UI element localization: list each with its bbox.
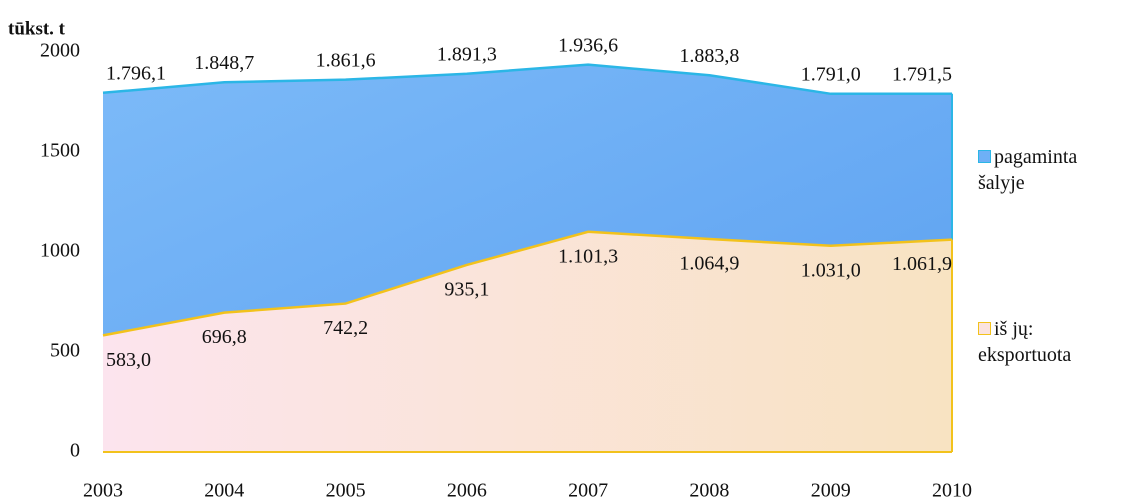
- legend-label: pagaminta šalyje: [978, 146, 1078, 194]
- x-tick-label: 2007: [568, 480, 608, 500]
- legend-swatch: [978, 322, 991, 335]
- line: [102, 230, 953, 337]
- data-label: 1.061,9: [892, 253, 952, 275]
- y-tick-label: 500: [50, 340, 80, 362]
- y-tick-label: 1500: [40, 140, 80, 162]
- data-label: 1.791,5: [892, 63, 952, 85]
- x-tick-label: 2009: [811, 480, 851, 500]
- data-label: 1.891,3: [437, 43, 497, 65]
- data-label: 696,8: [202, 326, 247, 348]
- x-tick-label: 2008: [689, 480, 729, 500]
- data-label: 1.936,6: [558, 34, 618, 56]
- x-tick-label: 2006: [447, 480, 487, 500]
- area: [103, 231, 952, 452]
- y-tick-label: 2000: [40, 40, 80, 62]
- x-tick-label: 2004: [204, 480, 244, 500]
- y-tick-label: 0: [70, 440, 80, 462]
- data-label: 935,1: [444, 279, 489, 301]
- data-label: 1.883,8: [679, 45, 739, 67]
- data-label: 1.861,6: [316, 49, 376, 71]
- x-tick-label: 2005: [326, 480, 366, 500]
- x-tick-label: 2010: [932, 480, 972, 500]
- data-label: 1.064,9: [679, 253, 739, 275]
- x-tick-label: 2003: [83, 480, 123, 500]
- legend-label: iš jų: eksportuota: [978, 318, 1072, 366]
- line: [102, 63, 953, 96]
- legend-item: pagaminta šalyje: [978, 144, 1088, 196]
- data-label: 1.796,1: [106, 62, 166, 84]
- data-label: 1.791,0: [801, 63, 861, 85]
- y-tick-label: 1000: [40, 240, 80, 262]
- legend-swatch: [978, 150, 991, 163]
- data-label: 1.848,7: [194, 52, 254, 74]
- data-label: 742,2: [323, 317, 368, 339]
- data-label: 1.031,0: [801, 259, 861, 281]
- y-axis-label: tūkst. t: [8, 18, 66, 39]
- legend-item: iš jų: eksportuota: [978, 316, 1088, 368]
- data-label: 1.101,3: [558, 245, 618, 267]
- data-label: 583,0: [106, 349, 151, 371]
